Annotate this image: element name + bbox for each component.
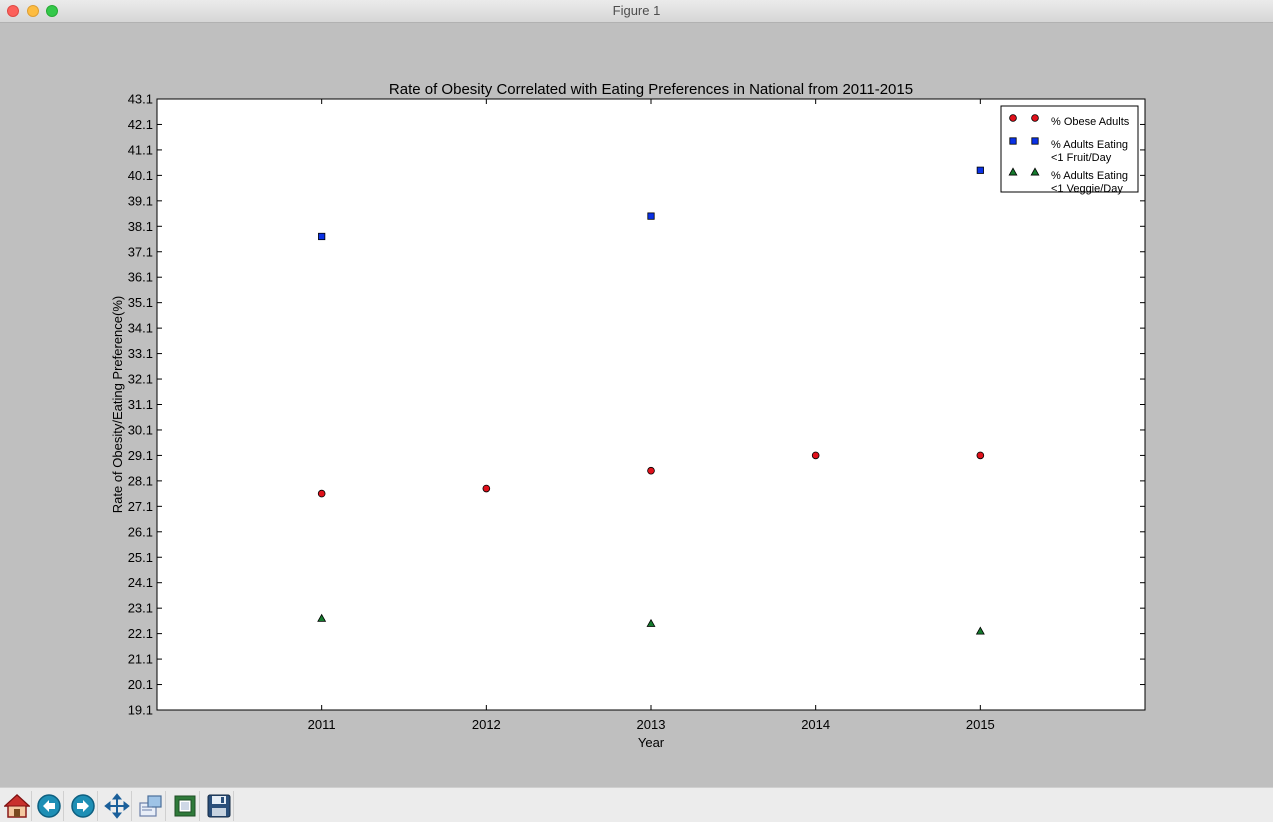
back-button[interactable] xyxy=(34,791,64,821)
y-tick-label: 32.1 xyxy=(128,372,153,387)
y-tick-label: 27.1 xyxy=(128,499,153,514)
x-tick-label: 2014 xyxy=(801,717,830,732)
plot-area xyxy=(156,98,1146,711)
x-tick-label: 2012 xyxy=(472,717,501,732)
back-arrow-icon xyxy=(36,794,61,818)
y-tick-label: 40.1 xyxy=(128,168,153,183)
y-tick-label: 37.1 xyxy=(128,244,153,259)
legend-marker xyxy=(1009,114,1017,122)
window-titlebar: Figure 1 xyxy=(0,0,1273,23)
pan-button[interactable] xyxy=(102,791,132,821)
data-point-circle xyxy=(647,466,655,475)
save-icon xyxy=(207,794,230,818)
y-tick-label: 26.1 xyxy=(128,524,153,539)
pan-icon xyxy=(103,793,130,819)
subplots-config-icon xyxy=(174,795,195,817)
y-tick-label: 19.1 xyxy=(128,703,153,718)
data-point-square xyxy=(976,166,984,174)
y-tick-label: 20.1 xyxy=(128,677,153,692)
data-point-circle xyxy=(482,484,491,493)
zoom-rect-icon xyxy=(138,795,162,817)
y-tick-label: 33.1 xyxy=(128,346,153,361)
home-icon xyxy=(3,793,30,818)
data-point-triangle xyxy=(646,618,656,627)
y-tick-label: 39.1 xyxy=(128,193,153,208)
legend-marker xyxy=(1031,114,1039,122)
data-point-circle xyxy=(317,489,326,498)
y-tick-label: 28.1 xyxy=(128,473,153,488)
y-tick-label: 21.1 xyxy=(128,652,153,667)
y-tick-label: 43.1 xyxy=(128,92,153,107)
window-minimize-button[interactable] xyxy=(27,5,39,17)
data-point-circle xyxy=(976,451,985,460)
data-point-square xyxy=(647,212,655,220)
forward-arrow-icon xyxy=(70,794,95,818)
zoom-button[interactable] xyxy=(136,791,166,821)
legend-marker xyxy=(1030,167,1040,176)
legend-marker xyxy=(1008,167,1018,176)
y-tick-label: 30.1 xyxy=(128,422,153,437)
legend-marker xyxy=(1009,137,1017,145)
data-point-triangle xyxy=(317,613,327,622)
chart-title: Rate of Obesity Correlated with Eating P… xyxy=(389,81,913,98)
y-tick-label: 31.1 xyxy=(128,397,153,412)
x-tick-label: 2013 xyxy=(637,717,666,732)
y-tick-label: 36.1 xyxy=(128,270,153,285)
figure-canvas: Rate of Obesity Correlated with Eating P… xyxy=(0,23,1273,787)
forward-button[interactable] xyxy=(68,791,98,821)
scatter-chart: Rate of Obesity Correlated with Eating P… xyxy=(110,81,1146,750)
y-tick-label: 35.1 xyxy=(128,295,153,310)
y-tick-label: 29.1 xyxy=(128,448,153,463)
y-axis-label: Rate of Obesity/Eating Preference(%) xyxy=(110,296,125,514)
data-point-circle xyxy=(811,451,820,460)
legend-label: <1 Veggie/Day xyxy=(1051,183,1123,195)
legend-marker xyxy=(1031,137,1039,145)
legend-label: <1 Fruit/Day xyxy=(1051,152,1112,164)
legend-label: % Obese Adults xyxy=(1051,116,1130,128)
data-point-triangle xyxy=(975,626,985,635)
window-title: Figure 1 xyxy=(612,3,661,18)
x-tick-label: 2015 xyxy=(966,717,995,732)
x-tick-label: 2011 xyxy=(308,717,336,732)
y-tick-label: 22.1 xyxy=(128,626,153,641)
y-tick-label: 23.1 xyxy=(128,601,153,616)
legend-label: % Adults Eating xyxy=(1051,170,1128,182)
y-tick-label: 24.1 xyxy=(128,575,153,590)
y-tick-label: 38.1 xyxy=(128,219,153,234)
home-button[interactable] xyxy=(2,791,32,821)
y-tick-label: 42.1 xyxy=(128,117,153,132)
window-close-button[interactable] xyxy=(7,5,19,17)
window-maximize-button[interactable] xyxy=(46,5,58,17)
configure-subplots-button[interactable] xyxy=(170,791,200,821)
legend-box xyxy=(1000,105,1139,193)
y-tick-label: 41.1 xyxy=(128,142,153,157)
navigation-toolbar xyxy=(0,787,1273,822)
y-tick-label: 34.1 xyxy=(128,321,153,336)
x-axis-label: Year xyxy=(638,735,665,750)
data-point-square xyxy=(318,232,326,241)
legend-label: % Adults Eating xyxy=(1051,139,1128,151)
save-button[interactable] xyxy=(204,791,234,821)
y-tick-label: 25.1 xyxy=(128,550,153,565)
